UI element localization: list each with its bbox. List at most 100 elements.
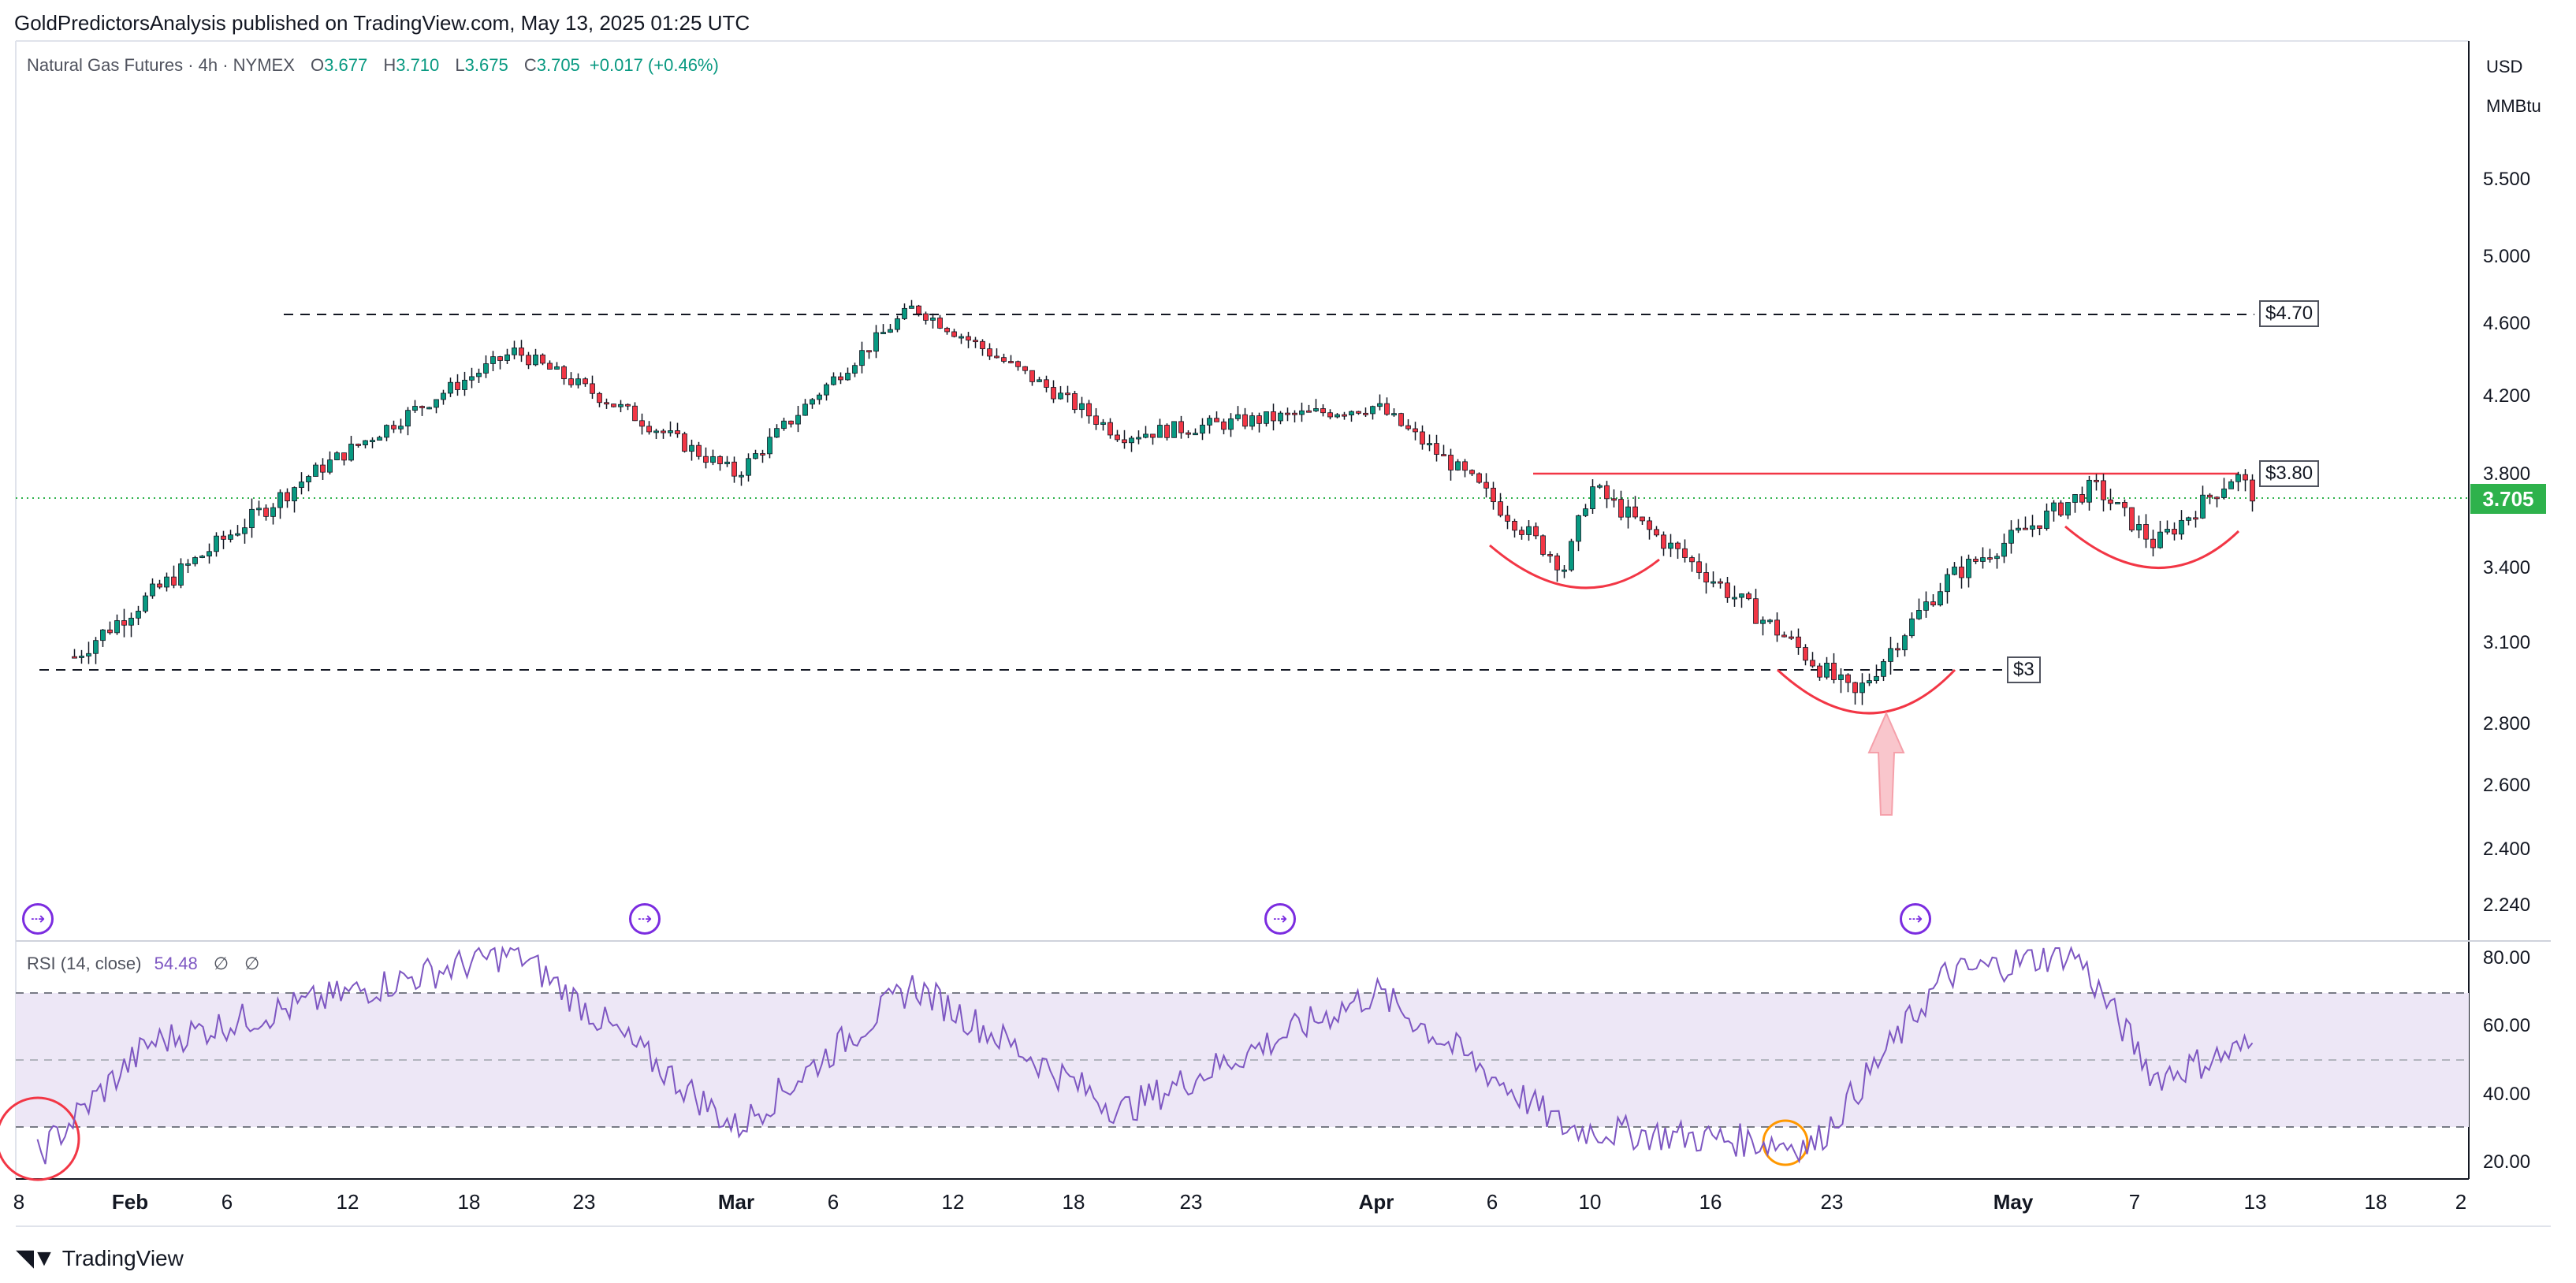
candle-body: [533, 354, 538, 366]
candle-body: [1859, 682, 1865, 694]
candle-body: [2023, 527, 2028, 530]
candle-body: [1576, 515, 1581, 542]
brand-name: TradingView: [61, 1245, 184, 1270]
candle-body: [1306, 410, 1312, 413]
candle-body: [1221, 421, 1227, 430]
candle-body: [1235, 414, 1241, 419]
candle-body: [1377, 403, 1383, 407]
price-tick-label: 4.600: [2483, 313, 2531, 334]
candle-body: [320, 464, 326, 473]
candle-body: [2243, 474, 2248, 481]
candle-body: [192, 557, 198, 564]
candle-body: [1264, 411, 1269, 424]
candle-body: [1200, 424, 1205, 434]
bottom-arrow-icon: [1867, 711, 1905, 816]
candle-body: [1335, 414, 1340, 418]
candle-body: [1632, 506, 1638, 518]
candle-body: [1796, 636, 1801, 648]
candle-body: [1505, 515, 1510, 522]
candle-body: [1817, 665, 1822, 678]
candle-body: [363, 440, 368, 445]
candle-body: [583, 378, 588, 385]
candle-body: [1072, 392, 1078, 411]
candle-body: [2058, 502, 2064, 516]
candle-body: [859, 350, 865, 366]
candle-body: [128, 617, 134, 626]
time-tick-label: 16: [1699, 1190, 1722, 1214]
candle-body: [277, 492, 283, 508]
candle-body: [1732, 597, 1737, 600]
candle-body: [873, 332, 879, 352]
candle-body: [1427, 443, 1432, 445]
candle-body: [1228, 418, 1234, 430]
rsi-extra-1: ∅: [213, 954, 229, 973]
price-tick-label: 2.400: [2483, 839, 2531, 860]
candle-body: [341, 452, 347, 461]
unit-label[interactable]: MMBtu: [2486, 96, 2541, 116]
nav-arrow-icon-1[interactable]: ⇢: [22, 903, 54, 935]
candle-body: [490, 356, 496, 364]
candle-body: [2079, 494, 2085, 503]
candle-body: [348, 444, 354, 461]
annotation-380[interactable]: $3.80: [2259, 460, 2320, 487]
annotation-470[interactable]: $4.70: [2259, 300, 2320, 327]
time-tick-label: 23: [1179, 1190, 1203, 1214]
candle-body: [1193, 433, 1198, 436]
candle-body: [1781, 634, 1787, 638]
time-tick-label: May: [1993, 1190, 2034, 1214]
candle-body: [1242, 414, 1248, 427]
candle-body: [1696, 561, 1702, 573]
candle-body: [441, 392, 446, 400]
candle-body: [1554, 555, 1560, 571]
candle-body: [2086, 479, 2092, 503]
candle-body: [1285, 412, 1290, 415]
nav-arrow-icon-3[interactable]: ⇢: [1264, 903, 1296, 935]
candle-body: [2008, 530, 2014, 544]
candle-body: [717, 456, 723, 464]
rsi-label: RSI (14, close): [27, 954, 142, 973]
candle-body: [377, 437, 382, 441]
candle-body: [1725, 582, 1730, 598]
tradingview-logo-icon: ◥▼: [16, 1245, 56, 1271]
candle-body: [1654, 529, 1659, 536]
time-tick-label: 12: [336, 1190, 359, 1214]
price-tick-label: 3.400: [2483, 557, 2531, 578]
currency-label[interactable]: USD: [2486, 57, 2523, 76]
candle-body: [1143, 433, 1148, 438]
annotation-300[interactable]: $3: [2007, 656, 2041, 683]
price-tick-label: 3.100: [2483, 632, 2531, 653]
candle-body: [1930, 601, 1936, 606]
candle-body: [1597, 485, 1603, 488]
candle-body: [1888, 648, 1893, 662]
candle-body: [1590, 486, 1595, 510]
candle-body: [1434, 443, 1439, 455]
candle-body: [1292, 412, 1297, 415]
candle-body: [1079, 403, 1085, 411]
candle-body: [1661, 534, 1666, 549]
nav-arrow-icon-2[interactable]: ⇢: [629, 903, 661, 935]
candle-body: [1107, 422, 1113, 436]
time-tick-label: 12: [941, 1190, 965, 1214]
candle-body: [2001, 542, 2007, 557]
candle-body: [1604, 485, 1610, 500]
rsi-tick-label: 60.00: [2483, 1015, 2531, 1036]
candle-body: [2221, 488, 2227, 498]
candle-body: [2115, 502, 2120, 504]
time-tick-label: 18: [457, 1190, 481, 1214]
symbol-name: Natural Gas Futures · 4h · NYMEX: [27, 55, 295, 75]
candle-body: [1526, 526, 1532, 535]
candle-body: [1022, 366, 1028, 371]
candle-body: [1122, 439, 1127, 444]
candle-body: [590, 383, 595, 394]
candle-body: [1299, 410, 1305, 415]
candle-body: [1051, 387, 1056, 400]
candle-body: [1384, 403, 1390, 415]
nav-arrow-icon-4[interactable]: ⇢: [1900, 903, 1931, 935]
candle-body: [1100, 422, 1106, 425]
candle-body: [2186, 517, 2191, 521]
candle-body: [1824, 662, 1830, 678]
candle-body: [1001, 357, 1007, 362]
low-value: 3.675: [464, 55, 508, 75]
candle-body: [462, 379, 467, 390]
candle-body: [838, 376, 843, 381]
